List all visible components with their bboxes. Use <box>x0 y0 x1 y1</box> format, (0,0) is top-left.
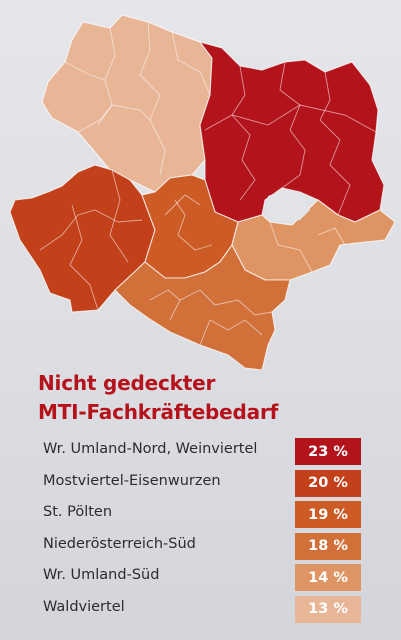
map-district-borders <box>39 21 377 346</box>
legend-row-label: Waldviertel <box>43 598 125 615</box>
legend-row-value: 13 % <box>295 595 361 623</box>
map-region-mostviertel <box>9 164 156 313</box>
legend-row: Waldviertel 13 % <box>0 594 401 626</box>
legend-row-label: Mostviertel-Eisenwurzen <box>43 472 221 489</box>
map-region-niederoesterreich-sued <box>114 243 291 370</box>
legend-row: Mostviertel-Eisenwurzen 20 % <box>0 468 401 500</box>
legend-row-label: Wr. Umland-Nord, Weinviertel <box>43 441 258 457</box>
legend-row-value: 23 % <box>295 438 361 465</box>
chart-title-line-2: MTI-Fachkräftebedarf <box>38 400 279 424</box>
legend-row: Niederösterreich-Süd 18 % <box>0 531 401 563</box>
legend-table: Wr. Umland-Nord, Weinviertel 23 % Mostvier… <box>0 436 401 625</box>
legend-row: Wr. Umland-Nord, Weinviertel 23 % <box>0 436 401 468</box>
map-region-waldviertel <box>41 14 213 193</box>
legend-row-label: Wr. Umland-Süd <box>43 567 160 583</box>
chart-title-line-1: Nicht gedeckter <box>38 371 216 395</box>
legend-row: Wr. Umland-Süd 14 % <box>0 562 401 594</box>
legend-row-value: 14 % <box>295 564 361 591</box>
lower-austria-region-map <box>9 14 396 370</box>
legend-row: St. Pölten 19 % <box>0 499 401 531</box>
legend-row-label: Niederösterreich-Süd <box>43 535 196 552</box>
legend-row-value: 20 % <box>295 469 361 497</box>
legend-row-value: 18 % <box>295 532 361 560</box>
map-vienna-hole <box>266 189 310 222</box>
legend-row-value: 19 % <box>295 501 361 528</box>
legend-row-label: St. Pölten <box>43 504 113 520</box>
